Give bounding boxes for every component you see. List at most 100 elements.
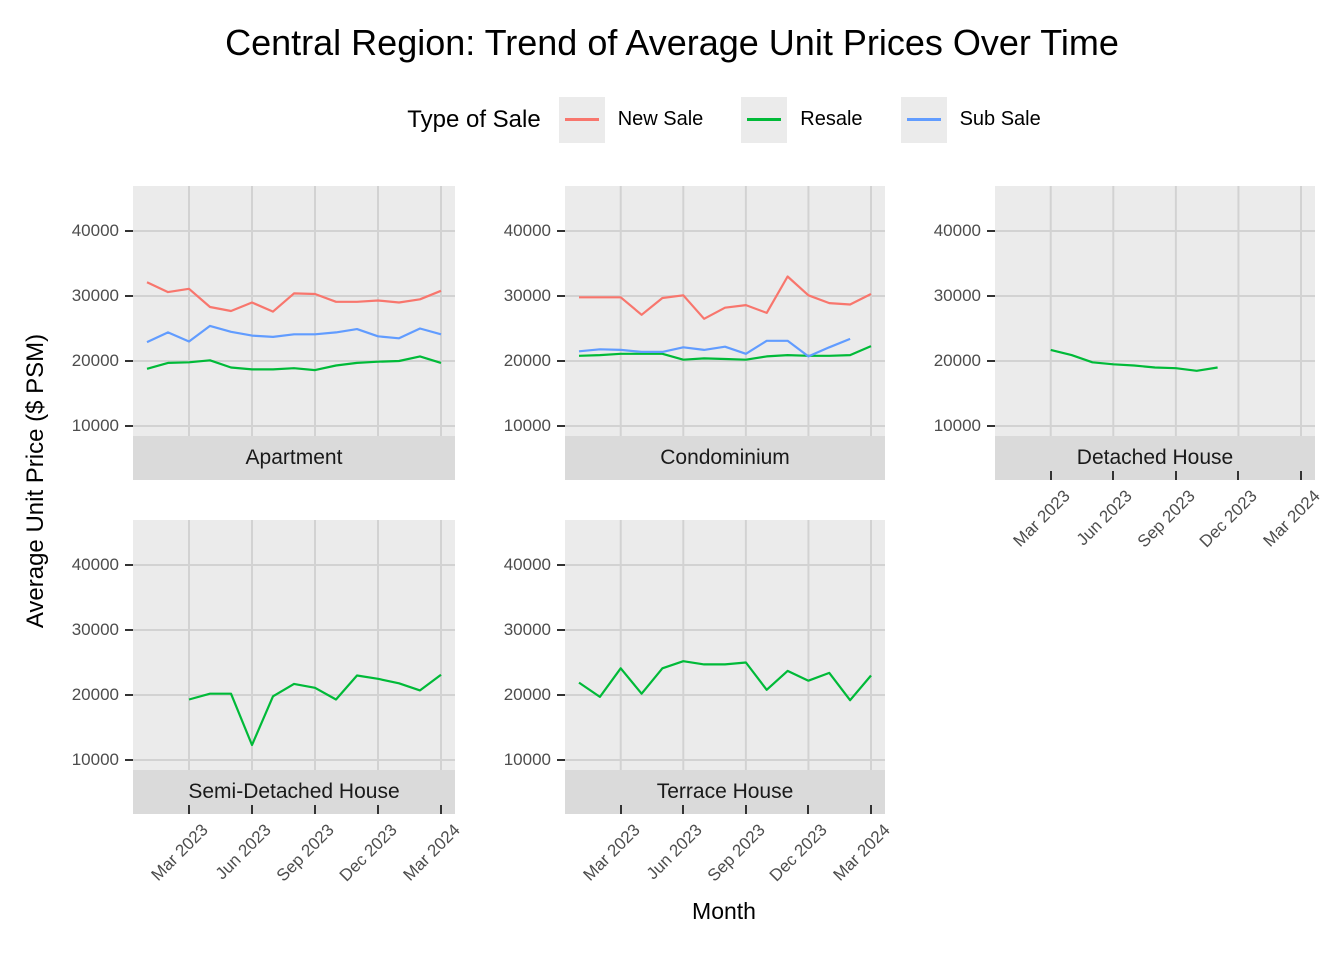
x-tick-label: Mar 2023 — [1009, 486, 1074, 551]
y-tick-label: 20000 — [71, 351, 119, 370]
legend-key-box — [900, 96, 947, 143]
y-tick-label: 40000 — [503, 555, 551, 574]
panel-background — [133, 186, 455, 436]
x-tick-mark — [870, 805, 872, 814]
y-tick-label: 40000 — [503, 221, 551, 240]
x-tick-mark — [682, 805, 685, 814]
facet-strip-label: Detached House — [1076, 446, 1234, 469]
panel-background — [133, 520, 455, 770]
facet-panel-apartment: Apartment — [133, 186, 455, 480]
x-tick-label: Mar 2024 — [1259, 486, 1324, 551]
line-new-sale — [579, 275, 872, 320]
legend-key-line-icon — [906, 118, 941, 121]
legend-item-sub-sale: Sub Sale — [900, 96, 1041, 143]
facet-panel-condominium: Condominium — [565, 186, 885, 480]
y-tick-mark — [557, 564, 565, 566]
y-tick-label: 10000 — [71, 750, 119, 769]
x-tick-mark — [1174, 471, 1177, 480]
y-tick-mark — [557, 230, 565, 232]
panel-plot-area — [565, 186, 885, 436]
x-tick-mark — [619, 805, 622, 814]
y-tick-mark — [557, 295, 565, 297]
y-tick-mark — [557, 425, 565, 427]
y-tick-mark — [125, 295, 133, 297]
x-tick-mark — [807, 805, 810, 814]
facet-strip-label: Terrace House — [656, 780, 794, 803]
facet-panel-semi-detached-house: Semi-Detached House — [133, 520, 455, 814]
y-tick-label: 30000 — [71, 286, 119, 305]
y-tick-label: 30000 — [933, 286, 981, 305]
legend-label: Sub Sale — [959, 108, 1041, 130]
y-tick-mark — [557, 629, 565, 631]
facet-strip: Detached House — [995, 436, 1315, 480]
line-resale — [578, 345, 872, 361]
y-tick-mark — [987, 295, 995, 297]
legend-key-box — [558, 96, 605, 143]
legend: Type of Sale New Sale Resale Sub Sale — [133, 96, 1315, 143]
legend-item-resale: Resale — [741, 96, 863, 143]
x-tick-mark — [1112, 471, 1115, 480]
facet-strip: Apartment — [133, 436, 455, 480]
x-tick-label: Sep 2023 — [1133, 486, 1199, 552]
panel-background — [565, 186, 885, 436]
x-tick-mark — [188, 805, 190, 814]
line-sub-sale — [146, 324, 442, 344]
x-tick-mark — [440, 805, 442, 814]
legend-item-new-sale: New Sale — [558, 96, 704, 143]
y-tick-label: 30000 — [71, 620, 119, 639]
y-tick-mark — [557, 759, 565, 761]
y-tick-label: 30000 — [503, 286, 551, 305]
y-tick-mark — [557, 694, 565, 696]
x-tick-label: Dec 2023 — [1196, 486, 1262, 552]
y-tick-label: 10000 — [503, 750, 551, 769]
y-tick-label: 20000 — [71, 685, 119, 704]
line-sub-sale — [578, 337, 851, 358]
y-tick-label: 30000 — [503, 620, 551, 639]
legend-label: New Sale — [617, 108, 704, 130]
x-tick-mark — [377, 805, 379, 814]
line-resale — [146, 355, 442, 372]
line-resale — [1050, 348, 1218, 372]
legend-key-line-icon — [564, 118, 599, 121]
y-tick-label: 20000 — [503, 351, 551, 370]
panel-plot-area — [995, 186, 1315, 436]
line-new-sale — [146, 281, 442, 313]
line-resale — [188, 673, 442, 747]
line-resale — [578, 660, 872, 702]
y-tick-label: 10000 — [933, 416, 981, 435]
y-tick-mark — [125, 425, 133, 427]
x-tick-mark — [1049, 471, 1052, 480]
facet-panel-detached-house: Detached House — [995, 186, 1315, 480]
y-tick-label: 40000 — [71, 555, 119, 574]
x-tick-mark — [744, 805, 747, 814]
panel-plot-area — [133, 520, 455, 770]
x-tick-mark — [1237, 471, 1240, 480]
y-tick-mark — [125, 564, 133, 566]
y-tick-label: 40000 — [71, 221, 119, 240]
y-tick-label: 20000 — [933, 351, 981, 370]
x-tick-mark — [251, 805, 253, 814]
panel-plot-area — [133, 186, 455, 436]
y-tick-mark — [987, 230, 995, 232]
panel-background — [995, 186, 1315, 436]
facet-strip-label: Apartment — [245, 446, 343, 469]
y-tick-mark — [125, 360, 133, 362]
y-tick-mark — [125, 759, 133, 761]
x-axis-title: Month — [692, 898, 756, 924]
y-tick-mark — [987, 425, 995, 427]
facet-strip: Condominium — [565, 436, 885, 480]
legend-title: Type of Sale — [407, 105, 541, 133]
y-axis-title: Average Unit Price ($ PSM) — [22, 333, 49, 629]
facet-strip-label: Condominium — [660, 446, 790, 469]
legend-label: Resale — [800, 108, 863, 130]
y-tick-label: 10000 — [71, 416, 119, 435]
x-tick-mark — [314, 805, 316, 814]
y-tick-mark — [557, 360, 565, 362]
y-tick-label: 40000 — [933, 221, 981, 240]
panel-background — [565, 520, 885, 770]
facet-panel-terrace-house: Terrace House — [565, 520, 885, 814]
chart-title: Central Region: Trend of Average Unit Pr… — [225, 22, 1119, 63]
y-tick-mark — [125, 230, 133, 232]
y-tick-label: 20000 — [503, 685, 551, 704]
